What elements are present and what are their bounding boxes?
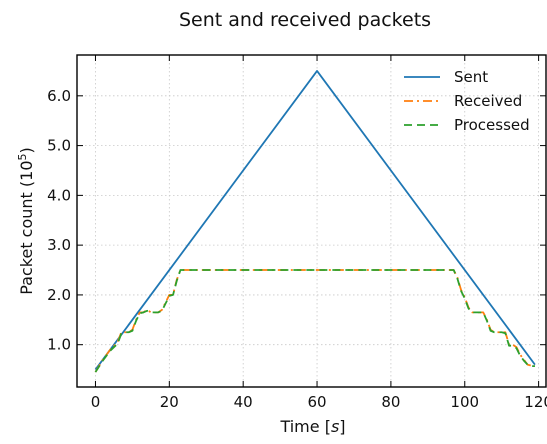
y-axis-label: Packet count (105): [16, 147, 37, 295]
y-tick-label-1: 2.0: [47, 286, 71, 304]
plot-frame: [76, 54, 547, 388]
y-axis-label-text: Packet count: [17, 192, 36, 295]
y-tick-label-4: 5.0: [47, 137, 71, 155]
x-axis-label: Time [s]: [279, 417, 345, 436]
y-tick-label-5: 6.0: [47, 87, 71, 105]
y-tick-label-2: 3.0: [47, 236, 71, 254]
legend-label-sent: Sent: [454, 68, 488, 86]
series-lines: [94, 70, 536, 373]
x-tick-label-2: 40: [234, 393, 253, 411]
x-tick-label-3: 60: [307, 393, 326, 411]
legend-label-received: Received: [454, 92, 522, 110]
x-axis-unit: s: [331, 417, 339, 436]
series-line-processed: [94, 269, 535, 373]
x-tick-label-4: 80: [381, 393, 400, 411]
legend: Sent Received Processed: [404, 68, 530, 134]
axis-ticks: 0 20 40 60 80 100 120 1.0 2.0 3.0 4.0 5.0 6.0: [47, 55, 547, 411]
chart-title: Sent and received packets: [179, 9, 431, 31]
x-tick-label-6: 120: [524, 393, 547, 411]
x-axis-unit-close: ]: [339, 417, 345, 436]
x-axis-unit-open: [: [320, 417, 331, 436]
grid: [77, 55, 546, 387]
series-line-received: [94, 269, 535, 373]
y-tick-label-0: 1.0: [47, 336, 71, 354]
legend-label-processed: Processed: [454, 116, 530, 134]
series-line-sent: [94, 70, 536, 371]
x-axis-label-text: Time: [279, 417, 319, 436]
x-tick-label-5: 100: [450, 393, 479, 411]
y-tick-label-3: 4.0: [47, 186, 71, 204]
y-axis-exponent: 5: [16, 153, 29, 160]
x-tick-label-0: 0: [91, 393, 101, 411]
y-axis-exponent-close: ): [17, 147, 36, 153]
y-axis-exponent-open: (10: [17, 160, 36, 192]
x-tick-label-1: 20: [160, 393, 179, 411]
